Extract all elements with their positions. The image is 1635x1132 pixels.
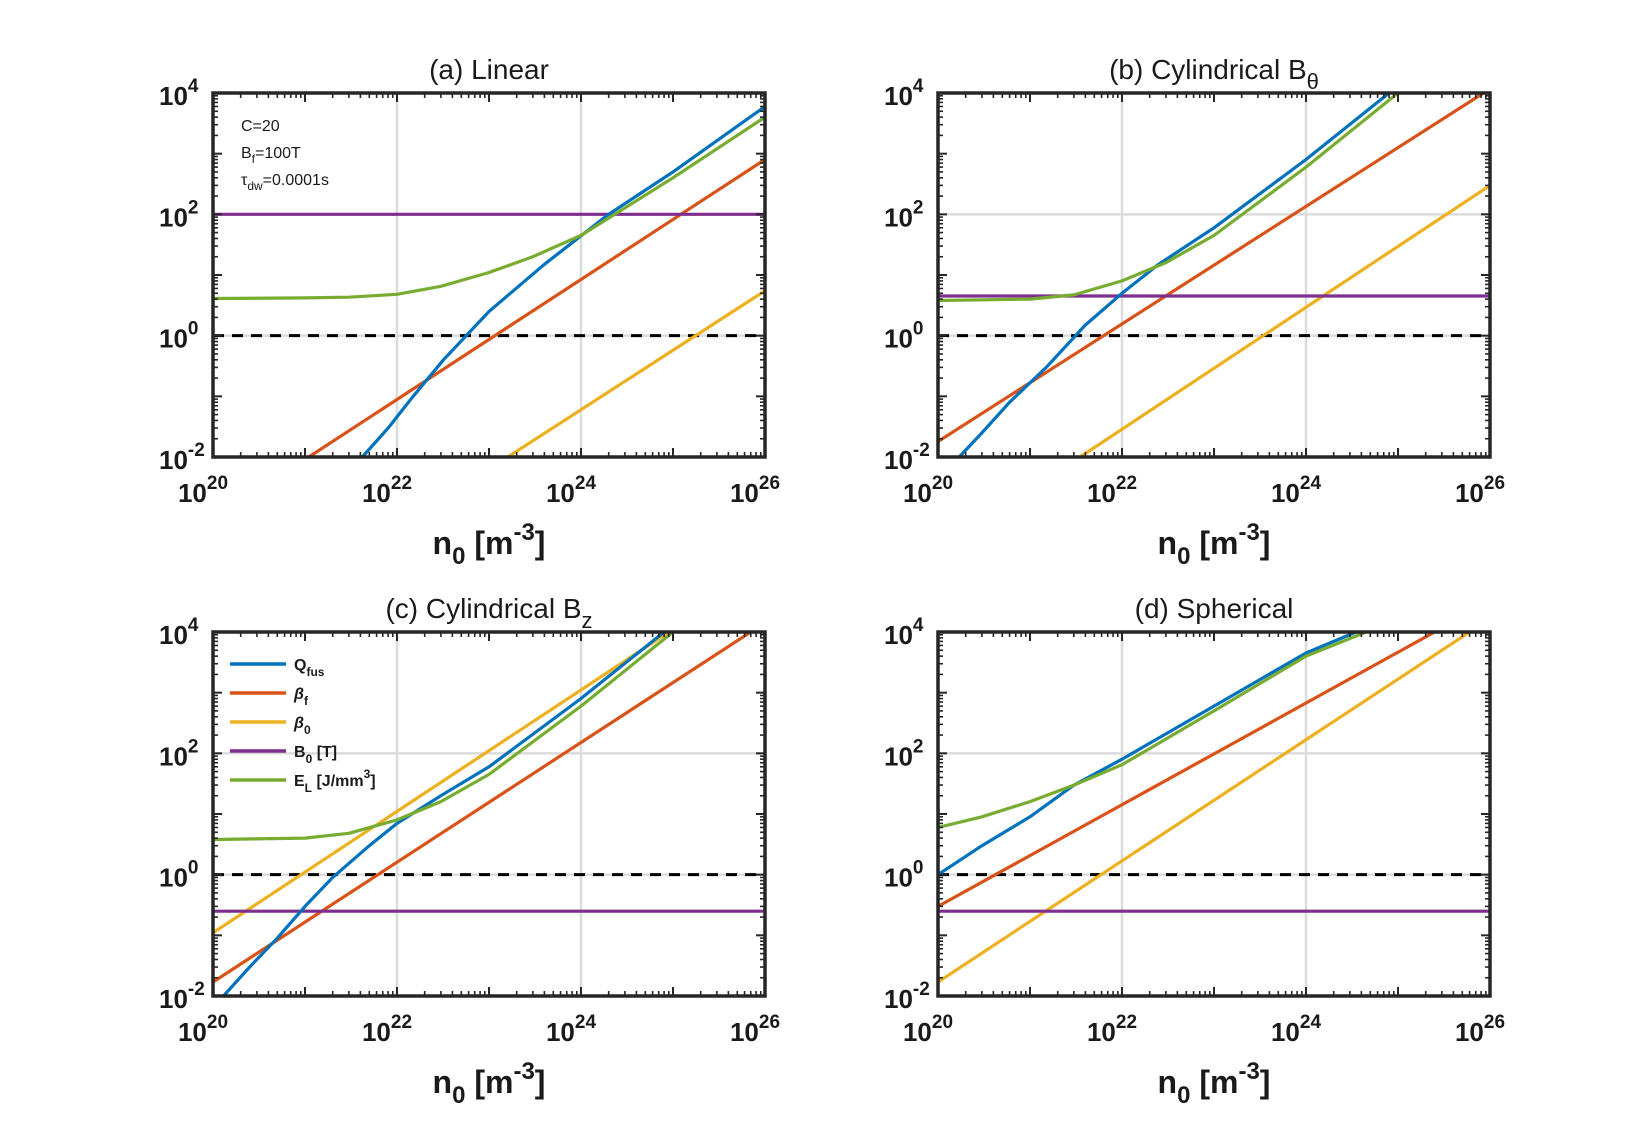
plot-area [938, 632, 1490, 996]
annotation-line: C=20 [241, 118, 280, 135]
y-tick-label: 10-2 [884, 440, 930, 475]
series-beta-0-line [938, 632, 1472, 984]
x-tick-label: 1020 [178, 1012, 228, 1047]
y-tick-label: 104 [159, 76, 199, 111]
y-tick-label: 102 [159, 197, 199, 232]
plot-area [213, 632, 765, 996]
x-tick-label: 1026 [1455, 473, 1505, 508]
axes-box [211, 630, 767, 998]
y-tick-label: 100 [159, 319, 199, 354]
panel-b: 1020 1022 1024 1026 10-2 100 102 104 (b) Cylindr… [884, 54, 1505, 570]
y-tick-label: 102 [159, 736, 199, 771]
axes-box [936, 91, 1492, 459]
series-beta-f-line [213, 632, 753, 984]
x-tick-label: 1020 [178, 473, 228, 508]
x-tick-label: 1022 [1087, 1012, 1137, 1047]
y-tick-label: 100 [159, 858, 199, 893]
axes-box [211, 91, 767, 459]
legend-label-beta-f: βf [293, 686, 309, 708]
x-axis-label: n0 [m-3] [1158, 1058, 1271, 1109]
series-beta-0-line [213, 632, 671, 935]
series-q-fus-line [360, 104, 765, 457]
x-tick-label: 1022 [1087, 473, 1137, 508]
chart-title: (b) Cylindrical Bθ [1109, 54, 1319, 94]
y-tick-label: 10-2 [884, 979, 930, 1014]
y-tick-label: 104 [884, 76, 924, 111]
x-tick-label: 1024 [546, 473, 596, 508]
x-axis-label: n0 [m-3] [1158, 519, 1271, 570]
x-tick-label: 1020 [903, 473, 953, 508]
chart-title: (d) Spherical [1135, 593, 1294, 624]
panel-d: 1020 1022 1024 1026 10-2 100 102 104 (d) Spheric… [884, 593, 1505, 1109]
series-beta-f-line [938, 632, 1437, 909]
series-beta-0-line [506, 289, 765, 457]
series-e-l-line [213, 115, 765, 301]
series-group [213, 632, 765, 996]
series-group [938, 93, 1490, 457]
x-axis-label: n0 [m-3] [433, 519, 546, 570]
axes-box [936, 630, 1492, 998]
x-tick-label: 1024 [546, 1012, 596, 1047]
chart-title: (a) Linear [429, 54, 549, 85]
y-tick-label: 10-2 [159, 979, 205, 1014]
series-beta-f-line [307, 157, 765, 457]
y-tick-label: 100 [884, 858, 924, 893]
series-q-fus-line [221, 632, 666, 996]
y-tick-label: 10-2 [159, 440, 205, 475]
series-e-l-line [213, 632, 675, 842]
legend: Qfus βf β0 B0 [T]EL [J/mm3] [230, 657, 376, 795]
y-tick-label: 102 [884, 736, 924, 771]
legend-label-q-fus: Qfus [294, 657, 325, 679]
annotation-line: τdw=0.0001s [241, 172, 329, 193]
panel-a: 1020 1022 1024 1026 10-2 100 102 104 (a) Linear n… [159, 54, 780, 570]
annotation-line: Bf=100T [241, 145, 301, 166]
x-tick-label: 1022 [362, 1012, 412, 1047]
series-q-fus-line [957, 93, 1391, 457]
series-e-l-line [938, 632, 1368, 830]
plot-area [938, 93, 1490, 457]
plot-area [213, 93, 765, 457]
x-tick-label: 1022 [362, 473, 412, 508]
y-tick-label: 104 [159, 615, 199, 650]
legend-label-b-0: B0 [T] [294, 744, 337, 766]
x-tick-label: 1024 [1271, 1012, 1321, 1047]
series-group [938, 632, 1490, 984]
chart-title: (c) Cylindrical Bz [385, 593, 592, 633]
x-axis-label: n0 [m-3] [433, 1058, 546, 1109]
x-tick-label: 1026 [730, 1012, 780, 1047]
x-tick-label: 1024 [1271, 473, 1321, 508]
x-tick-label: 1026 [1455, 1012, 1505, 1047]
legend-label-beta-0: β0 [293, 715, 311, 737]
x-tick-label: 1020 [903, 1012, 953, 1047]
legend-label-e-l: EL [J/mm3] [294, 767, 376, 795]
y-tick-label: 102 [884, 197, 924, 232]
series-e-l-line [938, 93, 1400, 303]
panel-c: 1020 1022 1024 1026 10-2 100 102 104 (c) Cylindr… [159, 593, 780, 1109]
x-tick-label: 1026 [730, 473, 780, 508]
series-q-fus-line [938, 632, 1358, 877]
series-group [213, 104, 765, 457]
series-beta-0-line [1078, 183, 1490, 457]
y-tick-label: 100 [884, 319, 924, 354]
y-tick-label: 104 [884, 615, 924, 650]
